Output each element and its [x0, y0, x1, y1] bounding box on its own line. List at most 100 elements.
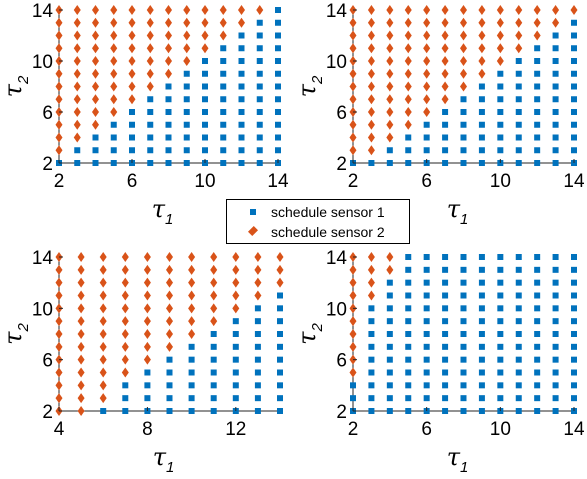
sensor-2-point — [73, 94, 81, 105]
sensor-2-point — [423, 68, 431, 79]
sensor-1-point — [210, 331, 217, 337]
sensor-1-point — [552, 395, 559, 402]
sensor-1-point — [405, 266, 412, 273]
sensor-1-point — [460, 395, 467, 402]
sensor-2-point — [404, 56, 412, 66]
sensor-1-point — [571, 331, 577, 337]
sensor-1-point — [129, 109, 135, 115]
sensor-1-point — [256, 160, 263, 166]
sensor-2-point — [423, 107, 431, 117]
legend-item-sensor-1: schedule sensor 1 — [227, 203, 409, 221]
sensor-1-point — [277, 331, 283, 337]
sensor-2-point — [143, 264, 151, 275]
sensor-1-point — [515, 96, 522, 103]
sensor-2-point — [188, 303, 196, 314]
sensor-2-point — [99, 290, 107, 301]
sensor-1-point — [515, 147, 522, 154]
sensor-2-point — [77, 341, 85, 352]
sensor-1-point — [497, 147, 504, 154]
sensor-1-point — [238, 58, 245, 64]
sensor-2-point — [77, 354, 85, 365]
sensor-2-point — [349, 68, 357, 79]
sensor-2-point — [121, 290, 129, 301]
sensor-2-point — [515, 17, 523, 28]
sensor-1-point — [534, 266, 541, 273]
sensor-1-point — [442, 395, 449, 402]
sensor-1-point — [183, 70, 190, 77]
sensor-1-point — [202, 96, 208, 103]
sensor-2-point — [478, 30, 486, 41]
sensor-1-point — [110, 121, 117, 128]
sensor-2-point — [349, 17, 357, 28]
sensor-2-point — [143, 252, 151, 262]
sensor-1-point — [515, 356, 522, 363]
sensor-2-point — [73, 56, 81, 66]
sensor-1-point — [478, 408, 485, 414]
sensor-1-point — [497, 96, 504, 103]
sensor-1-point — [220, 147, 227, 154]
y-tick-label: 6 — [42, 351, 53, 372]
sensor-1-point — [497, 382, 504, 389]
sensor-1-point — [534, 408, 541, 414]
sensor-1-point — [515, 254, 522, 260]
sensor-1-point — [202, 70, 208, 77]
sensor-1-point — [147, 96, 154, 103]
sensor-2-point — [188, 252, 196, 262]
sensor-1-point — [423, 395, 430, 402]
sensor-2-point — [128, 30, 136, 41]
sensor-1-point — [405, 408, 412, 414]
sensor-1-point — [129, 147, 135, 154]
sensor-1-point — [460, 331, 467, 337]
sensor-2-point — [110, 43, 118, 54]
sensor-1-point — [256, 109, 263, 115]
sensor-1-point — [256, 58, 263, 64]
sensor-1-point — [183, 134, 190, 141]
sensor-2-point — [349, 367, 357, 378]
sensor-2-point — [423, 43, 431, 54]
sensor-2-point — [367, 132, 375, 143]
x-tick-label: 14 — [563, 419, 585, 440]
sensor-1-point — [122, 395, 129, 402]
sensor-1-point — [188, 382, 195, 389]
sensor-1-point — [165, 109, 172, 115]
sensor-1-point — [165, 83, 172, 90]
sensor-2-point — [128, 81, 136, 92]
sensor-1-point — [534, 382, 541, 389]
sensor-2-point — [110, 81, 118, 92]
sensor-1-point — [442, 160, 449, 166]
sensor-2-point — [254, 277, 262, 288]
sensor-2-point — [386, 68, 394, 79]
sensor-2-point — [166, 341, 173, 352]
sensor-2-point — [552, 5, 560, 15]
sensor-2-point — [121, 264, 129, 275]
sensor-2-point — [210, 277, 218, 288]
sensor-1-point — [571, 19, 577, 26]
x-tick-label: 14 — [563, 171, 585, 192]
sensor-1-point — [368, 395, 375, 402]
sensor-2-point — [460, 17, 467, 28]
sensor-2-point — [183, 56, 191, 66]
sensor-1-point — [122, 382, 129, 389]
sensor-2-point — [570, 5, 578, 15]
sensor-1-point — [478, 369, 485, 376]
sensor-1-point — [478, 318, 485, 325]
sensor-1-point — [571, 382, 577, 389]
sensor-2-point — [349, 329, 357, 339]
sensor-2-point — [55, 81, 63, 92]
sensor-1-point — [188, 356, 195, 363]
sensor-1-point — [460, 134, 467, 141]
sensor-1-point — [552, 70, 559, 77]
sensor-2-point — [367, 94, 375, 105]
sensor-2-point — [367, 277, 375, 288]
y-tick-label: 14 — [326, 1, 348, 22]
sensor-2-point — [188, 264, 196, 275]
sensor-1-point — [534, 318, 541, 325]
sensor-1-point — [497, 121, 504, 128]
sensor-2-point — [55, 119, 63, 130]
sensor-1-point — [368, 408, 375, 414]
y-tick-label: 6 — [336, 103, 347, 124]
sensor-2-point — [404, 30, 412, 41]
sensor-1-point — [478, 160, 485, 166]
sensor-2-point — [201, 5, 209, 15]
sensor-2-point — [210, 252, 218, 262]
